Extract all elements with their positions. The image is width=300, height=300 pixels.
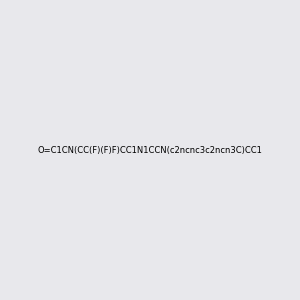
Text: O=C1CN(CC(F)(F)F)CC1N1CCN(c2ncnc3c2ncn3C)CC1: O=C1CN(CC(F)(F)F)CC1N1CCN(c2ncnc3c2ncn3C… bbox=[38, 146, 262, 154]
